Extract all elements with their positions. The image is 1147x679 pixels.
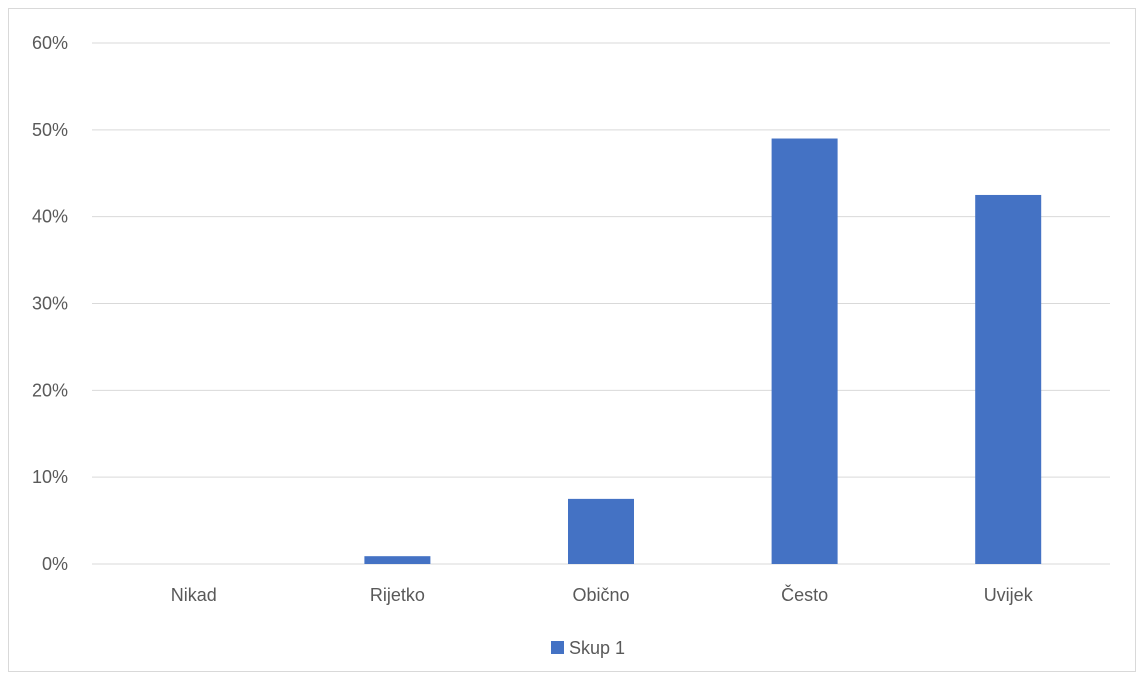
bar-obično <box>568 498 634 564</box>
legend-swatch <box>551 641 564 654</box>
bars <box>364 138 1042 565</box>
x-tick-label: Uvijek <box>984 585 1034 605</box>
bar-rijetko <box>364 556 431 564</box>
bar-često <box>771 138 838 564</box>
legend-label: Skup 1 <box>569 638 625 658</box>
bar-uvijek <box>975 194 1042 565</box>
grid-lines <box>92 42 1110 565</box>
legend: Skup 1 <box>551 638 625 658</box>
y-tick-label: 40% <box>32 207 68 227</box>
y-tick-label: 0% <box>42 554 68 574</box>
y-tick-label: 30% <box>32 294 68 314</box>
x-tick-label: Rijetko <box>370 585 425 605</box>
y-tick-label: 10% <box>32 467 68 487</box>
x-tick-label: Obično <box>572 585 629 605</box>
y-tick-label: 50% <box>32 120 68 140</box>
y-tick-label: 60% <box>32 33 68 53</box>
y-axis-ticks: 0% 10% 20% 30% 40% 50% 60% <box>32 33 68 574</box>
y-tick-label: 20% <box>32 380 68 400</box>
x-axis-labels: Nikad Rijetko Obično Često Uvijek <box>171 584 1034 605</box>
x-tick-label: Nikad <box>171 585 217 605</box>
x-tick-label: Često <box>781 584 828 605</box>
